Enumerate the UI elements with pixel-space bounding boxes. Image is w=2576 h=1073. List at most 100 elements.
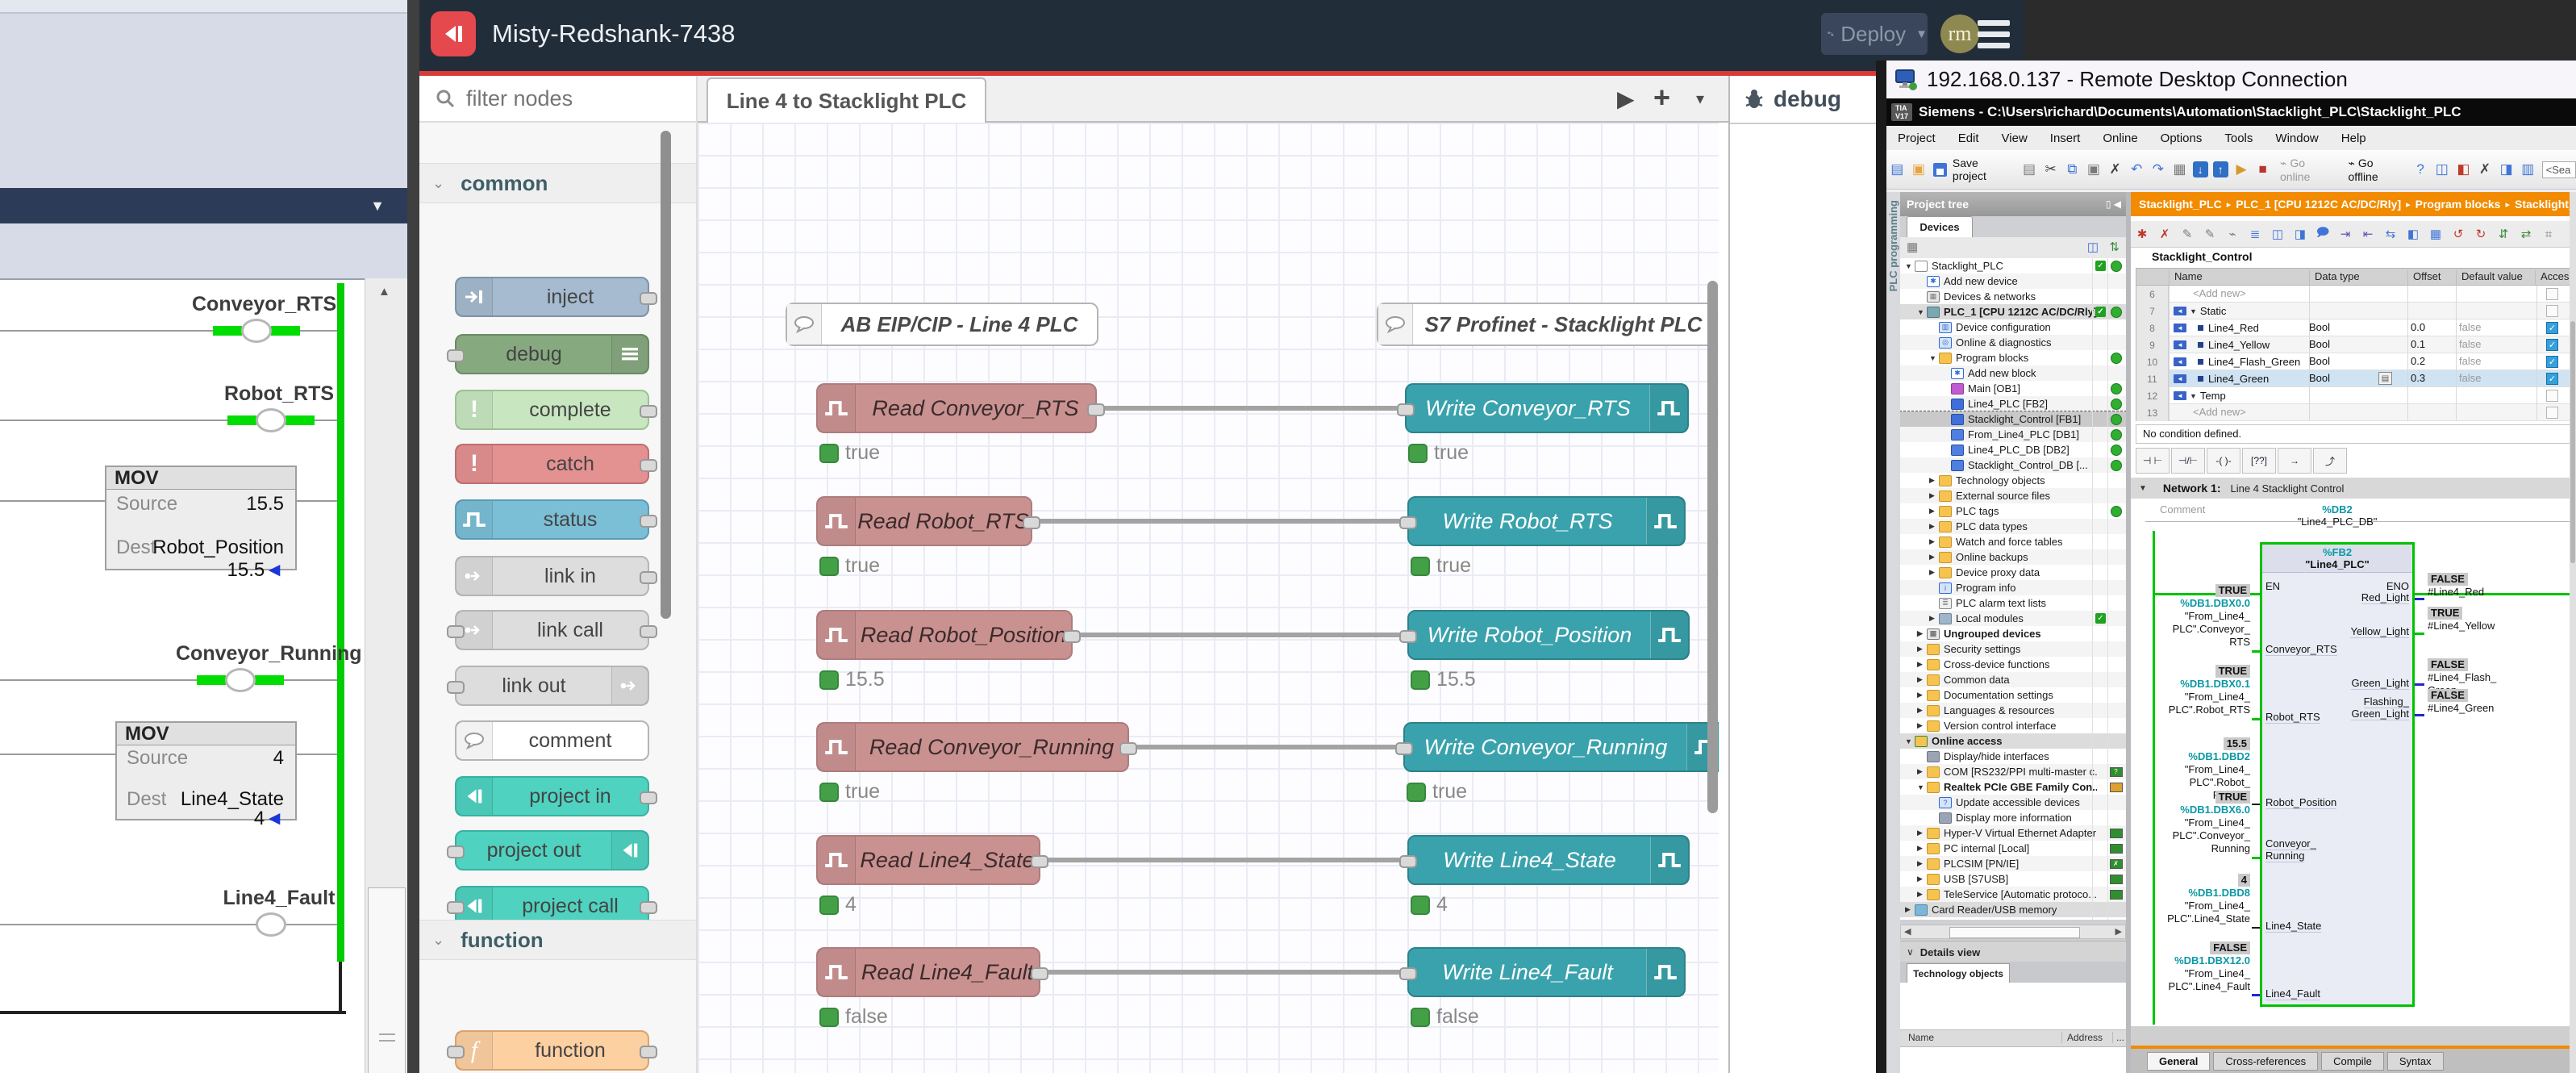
expand-open-icon[interactable]: ▼ [1917,783,1927,791]
input-port[interactable] [1399,967,1417,980]
accessible-checkbox[interactable]: ✓ [2546,339,2558,351]
input-port[interactable] [447,349,465,362]
output-port[interactable] [1087,403,1105,416]
ladder-scrollbar-thumb[interactable] [368,887,406,1073]
comment-node[interactable]: AB EIP/CIP - Line 4 PLC [786,303,1098,346]
input-port[interactable] [447,901,465,914]
comment-node[interactable]: S7 Profinet - Stacklight PLC [1377,303,1715,346]
save-project-icon[interactable] [1930,160,1950,179]
palette-node-inject[interactable]: inject [455,277,649,317]
node-read-conveyor_running[interactable]: Read Conveyor_Running [816,722,1129,772]
expand-closed-icon[interactable]: ▶ [1929,476,1939,485]
input-port[interactable] [447,845,465,858]
window2-icon[interactable]: ▥ [2518,160,2538,179]
fb-call-block[interactable]: %FB2"Line4_PLC"ENENOConveyor_RTSRobot_RT… [2260,542,2415,1007]
expand-closed-icon[interactable]: ▶ [1917,629,1927,638]
tree-sync-icon[interactable]: ⇅ [2109,240,2120,254]
palette-node-status[interactable]: status [455,499,649,540]
menu-edit[interactable]: Edit [1947,132,1990,145]
editor-toolbar-icon[interactable]: ↻ [2470,224,2491,244]
network-header[interactable]: ▼Network 1:Line 4 Stacklight Control [2131,478,2576,499]
new-project-icon[interactable]: ▤ [1887,160,1907,179]
accessible-checkbox[interactable] [2546,288,2558,300]
palette-node-comment[interactable]: comment [455,720,649,761]
palette-node-complete[interactable]: !complete [455,390,649,430]
split-h-icon[interactable]: ◫ [2432,160,2452,179]
input-operand-4[interactable]: 4%DB1.DBD8"From_Line4_PLC".Line4_State [2131,874,2250,925]
palette-node-link-out[interactable]: link out [455,666,649,706]
input-port[interactable] [447,1046,465,1058]
coil-robot_rts[interactable] [256,408,286,432]
node-write-line4_fault[interactable]: Write Line4_Fault [1407,947,1686,997]
editor-toolbar-icon[interactable]: ⇵ [2493,224,2514,244]
col-header-data-type[interactable]: Data type [2309,270,2360,285]
output-port[interactable] [640,625,657,638]
tree-columns-icon[interactable]: ◫ [2087,240,2099,254]
node-write-line4_state[interactable]: Write Line4_State [1407,835,1690,885]
avatar[interactable]: rm [1940,15,1979,53]
breadcrumb-segment[interactable]: PLC_1 [CPU 1212C AC/DC/Rly] [2236,198,2401,211]
interface-row-9[interactable]: 9◄Line4_YellowBool0.1false✓ [2136,336,2576,353]
editor-toolbar-icon[interactable]: ⇥ [2335,224,2356,244]
menu-view[interactable]: View [1990,132,2039,145]
debug-sidebar-header[interactable]: debug [1730,76,1876,124]
expand-open-icon[interactable]: ▼ [2190,307,2197,315]
output-port[interactable] [1063,630,1081,643]
tab-technology-objects[interactable]: Technology objects [1907,963,2010,983]
deploy-caret-icon[interactable]: ▼ [1915,27,1928,41]
editor-toolbar-icon[interactable]: ✗ [2154,224,2175,244]
expand-closed-icon[interactable]: ▶ [1917,890,1927,899]
node-read-line4_state[interactable]: Read Line4_State [816,835,1040,885]
output-operand-1[interactable]: TRUE#Line4_Yellow [2428,607,2524,633]
editor-toolbar-icon[interactable]: ⌗ [2538,224,2559,244]
tab-list-caret-icon[interactable]: ▾ [1696,89,1704,109]
node-write-conveyor_running[interactable]: Write Conveyor_Running [1403,722,1719,772]
menu-icon[interactable] [1978,20,2010,48]
output-port[interactable] [640,1046,657,1058]
input-operand-1[interactable]: TRUE%DB1.DBX0.1"From_Line4_PLC".Robot_RT… [2131,665,2250,716]
editor-toolbar-icon[interactable]: ◧ [2403,224,2424,244]
accessible-checkbox[interactable]: ✓ [2546,356,2558,368]
palette-node-project-out[interactable]: project out [455,830,649,871]
menu-options[interactable]: Options [2149,132,2214,145]
input-port[interactable] [447,625,465,638]
go-online-label[interactable]: ⌁ Go online [2280,157,2336,183]
mov-instruction[interactable]: MOVSource15.5DestRobot_Position15.5◄ [105,466,297,570]
accessible-checkbox[interactable]: ✓ [2546,373,2558,385]
node-write-robot_rts[interactable]: Write Robot_RTS [1407,496,1686,546]
accessible-checkbox[interactable] [2546,390,2558,402]
tree-view-icon[interactable]: ▦ [1907,240,1918,254]
delete-icon[interactable]: ✗ [2105,160,2125,179]
diagnostics-icon[interactable]: ? [2411,160,2431,179]
editor-toolbar-icon[interactable]: ⇤ [2357,224,2378,244]
output-port[interactable] [1119,742,1137,755]
interface-row-8[interactable]: 8◄Line4_RedBool0.0false✓ [2136,319,2576,336]
contact-nc-icon[interactable]: ⊣/⊢ [2171,448,2205,474]
coil-line4_fault[interactable] [256,912,286,937]
editor-scrollbar-thumb[interactable] [2570,321,2575,563]
expand-closed-icon[interactable]: ▶ [1917,767,1927,776]
expand-closed-icon[interactable]: ▶ [1917,645,1927,653]
menu-online[interactable]: Online [2091,132,2149,145]
node-read-robot_position[interactable]: Read Robot_Position [816,610,1073,660]
search-input[interactable] [465,86,669,112]
tab-general[interactable]: General [2147,1052,2210,1071]
default-value-cell[interactable]: false [2459,338,2481,350]
output-port[interactable] [1031,855,1048,868]
details-view-header[interactable]: ∨ Details view [1900,941,2126,962]
expand-closed-icon[interactable]: ▶ [1917,706,1927,715]
output-operand-0[interactable]: FALSE#Line4_Red [2428,573,2524,599]
expand-closed-icon[interactable]: ▶ [1929,522,1939,531]
expand-closed-icon[interactable]: ▶ [1929,614,1939,623]
palette-node-function[interactable]: ffunction [455,1030,649,1071]
expand-open-icon[interactable]: ▼ [2190,392,2197,400]
palette-section-header-common[interactable]: ⌄common [419,163,698,203]
col-header-offset[interactable]: Offset [2407,270,2441,285]
undo-icon[interactable]: ↶ [2127,160,2147,179]
menu-window[interactable]: Window [2264,132,2329,145]
close-icon[interactable]: ✗ [2475,160,2495,179]
play-icon[interactable]: ▶ [1617,86,1635,112]
canvas-scrollbar-thumb[interactable] [1707,281,1718,813]
mov-instruction[interactable]: MOVSource4DestLine4_State4◄ [115,721,297,820]
breadcrumb-segment[interactable]: Stacklight_PLC [2139,198,2222,211]
